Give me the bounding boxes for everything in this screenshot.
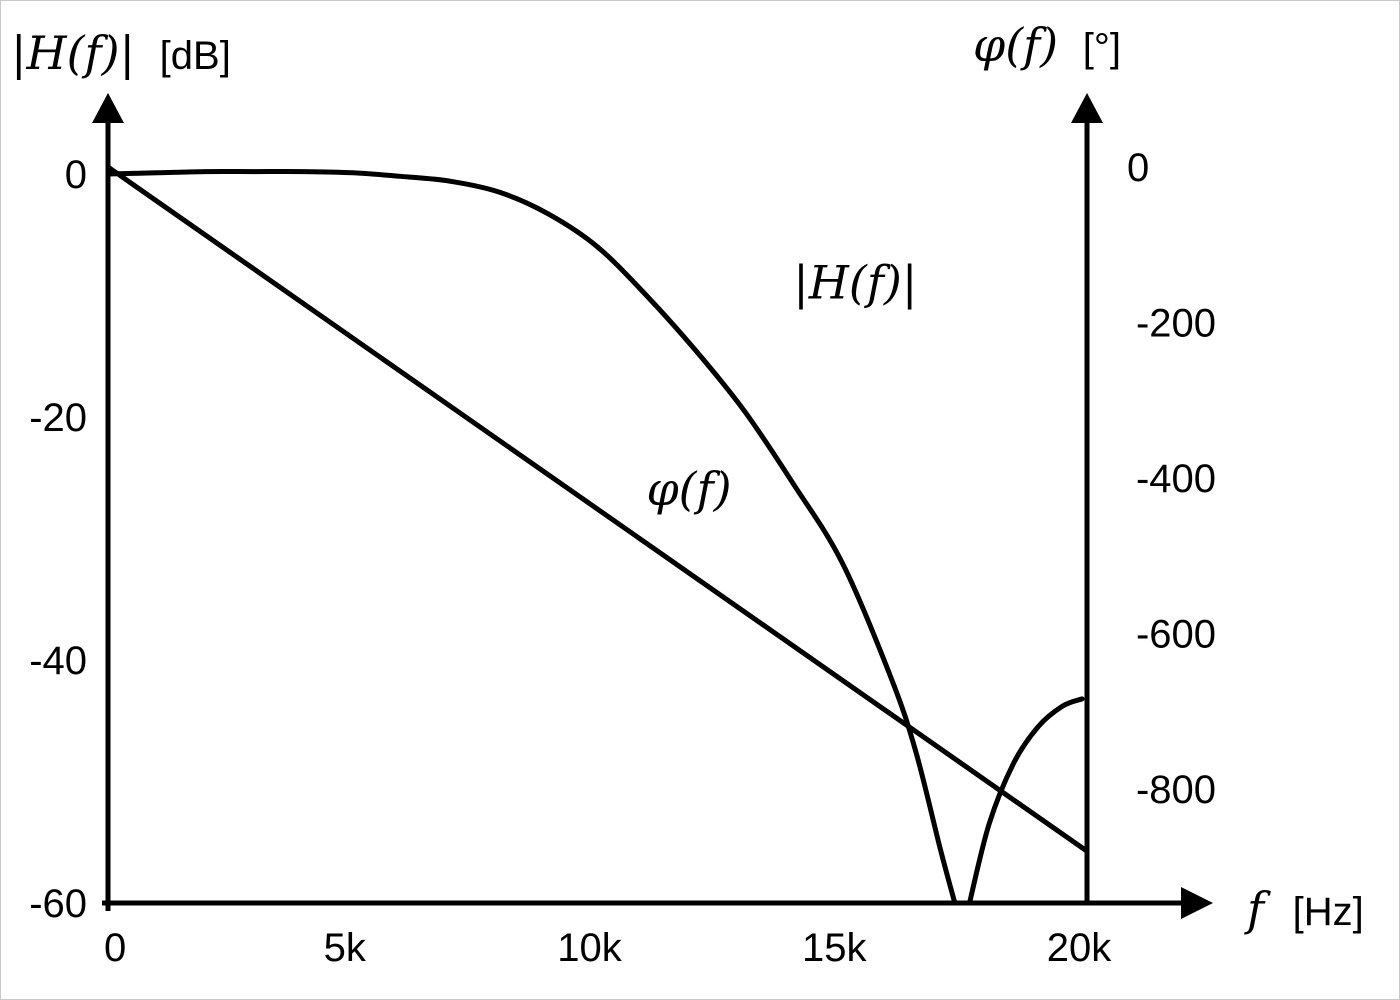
series-layer bbox=[105, 164, 1090, 906]
left-y-tick-label: -60 bbox=[29, 882, 87, 926]
x-tick-label: 20k bbox=[1047, 926, 1112, 970]
left-y-axis-symbol: |H(f)| bbox=[11, 26, 135, 80]
x-axis-tick-labels: 0 5k 10k 15k 20k bbox=[104, 926, 1112, 970]
left-y-tick-label: 0 bbox=[65, 153, 87, 197]
left-y-axis-arrow-icon bbox=[92, 93, 124, 123]
left-y-tick-label: -20 bbox=[29, 396, 87, 440]
x-tick-label: 0 bbox=[104, 926, 126, 970]
x-tick-label: 15k bbox=[802, 926, 867, 970]
magnitude-series-line bbox=[105, 168, 958, 906]
x-axis-arrow-icon bbox=[1181, 887, 1213, 919]
left-y-axis-unit: [dB] bbox=[160, 34, 231, 78]
left-y-tick-label: -40 bbox=[29, 639, 87, 683]
left-y-axis-tick-labels: 0 -20 -40 -60 bbox=[29, 153, 87, 926]
right-y-tick-label: 0 bbox=[1127, 146, 1149, 190]
right-y-axis-title: φ(f) [°] bbox=[973, 18, 1121, 72]
right-y-tick-label: -800 bbox=[1136, 768, 1216, 812]
right-y-axis-arrow-icon bbox=[1071, 93, 1103, 123]
magnitude-curve-label: |H(f)| bbox=[793, 255, 917, 309]
right-y-tick-label: -600 bbox=[1136, 613, 1216, 657]
right-y-axis-tick-labels: 0 -200 -400 -600 -800 bbox=[1127, 146, 1216, 812]
x-axis-symbol: f bbox=[1244, 882, 1271, 936]
x-tick-label: 10k bbox=[557, 926, 622, 970]
right-y-tick-label: -400 bbox=[1136, 457, 1216, 501]
left-y-axis-title: |H(f)| [dB] bbox=[11, 26, 231, 80]
right-y-tick-label: -200 bbox=[1136, 302, 1216, 346]
right-y-axis-symbol: φ(f) bbox=[973, 18, 1058, 72]
phase-curve-label: φ(f) bbox=[646, 462, 731, 516]
annotation-layer: |H(f)| φ(f) bbox=[646, 255, 917, 516]
x-axis-unit: [Hz] bbox=[1293, 890, 1364, 934]
x-axis-title: f [Hz] bbox=[1244, 882, 1364, 936]
right-y-axis-unit: [°] bbox=[1083, 26, 1121, 70]
x-tick-label: 5k bbox=[324, 926, 367, 970]
phase-series-line bbox=[105, 164, 1090, 854]
magnitude-series-line bbox=[967, 696, 1085, 906]
